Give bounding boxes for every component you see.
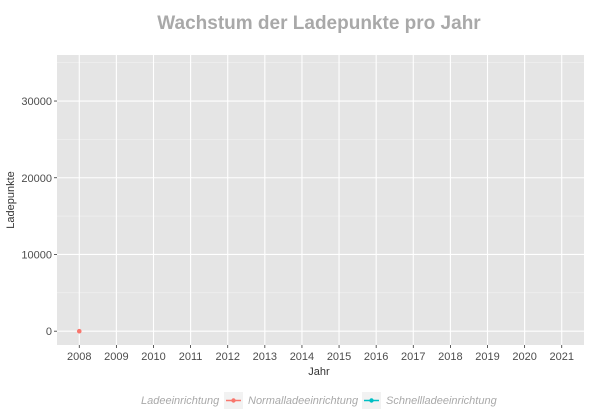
y-tick-label: 0 xyxy=(46,326,52,338)
x-tick-label: 2014 xyxy=(290,351,314,363)
x-tick-label: 2016 xyxy=(364,351,388,363)
x-tick-label: 2018 xyxy=(438,351,462,363)
chart-title: Wachstum der Ladepunkte pro Jahr xyxy=(157,13,481,34)
x-axis-ticks: 2008 2009 2010 2011 2012 2013 2014 2015 2016 2017… xyxy=(67,345,574,363)
grid-minor xyxy=(57,62,584,294)
legend-item-normalladeeinrichtung: Normalladeeinrichtung xyxy=(224,392,359,409)
x-tick-label: 2015 xyxy=(327,351,351,363)
y-tick-label: 30000 xyxy=(21,96,52,108)
y-axis-label: Ladepunkte xyxy=(5,171,17,229)
grid-major xyxy=(57,55,584,345)
plot-panel xyxy=(57,55,584,345)
x-tick-label: 2020 xyxy=(512,351,536,363)
x-tick-label: 2021 xyxy=(549,351,573,363)
legend-label-schnellladeeinrichtung: Schnellladeeinrichtung xyxy=(386,395,498,407)
x-tick-label: 2010 xyxy=(141,351,165,363)
legend: Ladeeinrichtung Normalladeeinrichtung Sc… xyxy=(141,392,498,409)
legend-item-schnellladeeinrichtung: Schnellladeeinrichtung xyxy=(362,392,498,409)
x-tick-label: 2017 xyxy=(401,351,425,363)
x-tick-label: 2019 xyxy=(475,351,499,363)
legend-label-normalladeeinrichtung: Normalladeeinrichtung xyxy=(248,395,359,407)
x-tick-label: 2012 xyxy=(215,351,239,363)
x-tick-label: 2013 xyxy=(253,351,277,363)
x-tick-label: 2009 xyxy=(104,351,128,363)
series-layer xyxy=(76,328,82,334)
data-point xyxy=(76,328,82,334)
x-axis-label: Jahr xyxy=(308,366,330,378)
x-tick-label: 2011 xyxy=(179,351,203,363)
y-tick-label: 20000 xyxy=(21,173,52,185)
legend-key-dot-normalladeeinrichtung xyxy=(231,398,236,403)
x-tick-label: 2008 xyxy=(67,351,91,363)
y-tick-label: 10000 xyxy=(21,249,52,261)
y-axis-ticks: 0 10000 20000 30000 xyxy=(21,96,57,338)
legend-key-dot-schnellladeeinrichtung xyxy=(369,398,374,403)
legend-title: Ladeeinrichtung xyxy=(141,395,220,407)
